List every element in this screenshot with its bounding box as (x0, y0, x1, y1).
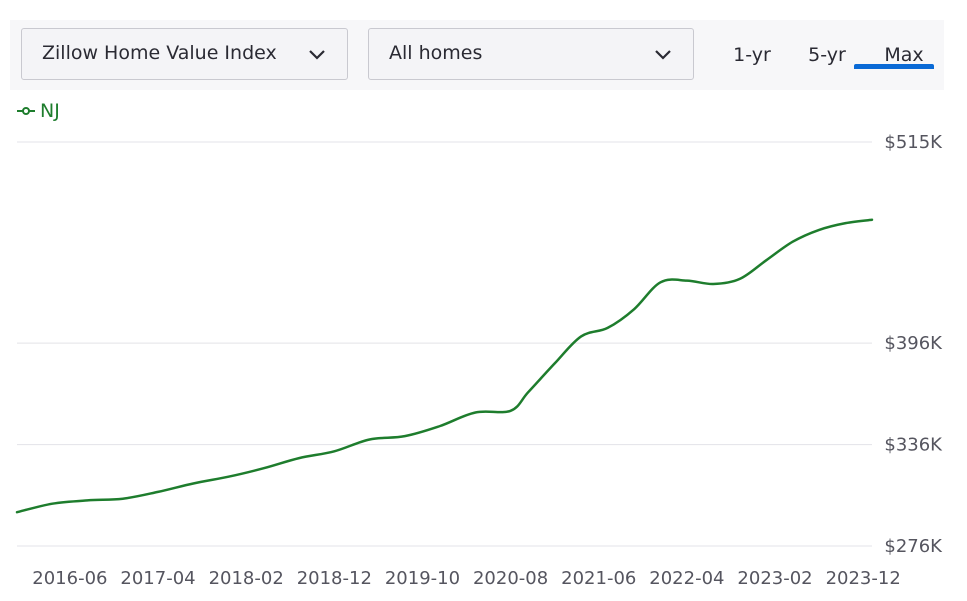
legend-item-nj[interactable]: NJ (16, 100, 60, 122)
chevron-down-icon (309, 50, 325, 60)
x-tick-label: 2019-10 (385, 568, 460, 589)
home-type-dropdown-label: All homes (389, 42, 483, 64)
x-tick-label: 2020-08 (473, 568, 548, 589)
metric-dropdown[interactable]: Zillow Home Value Index (21, 28, 348, 80)
y-tick-label: $276K (884, 536, 943, 557)
x-tick-label: 2018-02 (209, 568, 284, 589)
y-tick-label: $396K (884, 333, 943, 354)
x-tick-label: 2017-04 (120, 568, 195, 589)
x-tick-label: 2018-12 (297, 568, 372, 589)
series-line-nj (15, 218, 874, 514)
y-tick-label: $336K (884, 435, 943, 456)
chevron-down-icon (655, 50, 671, 60)
range-1yr-button[interactable]: 1-yr (733, 44, 771, 66)
x-tick-label: 2022-04 (649, 568, 724, 589)
legend-label: NJ (40, 100, 60, 122)
chart-controls: Zillow Home Value Index All homes 1-yr 5… (10, 20, 944, 90)
metric-dropdown-label: Zillow Home Value Index (42, 42, 277, 64)
x-tick-label: 2023-02 (737, 568, 812, 589)
x-tick-label: 2016-06 (32, 568, 107, 589)
range-5yr-button[interactable]: 5-yr (808, 44, 846, 66)
x-tick-label: 2021-06 (561, 568, 636, 589)
y-tick-label: $515K (884, 132, 943, 153)
x-tick-label: 2023-12 (826, 568, 901, 589)
range-max-button[interactable]: Max (884, 44, 924, 66)
line-marker-icon (17, 107, 35, 115)
selected-range-indicator (854, 64, 934, 69)
home-type-dropdown[interactable]: All homes (368, 28, 694, 80)
